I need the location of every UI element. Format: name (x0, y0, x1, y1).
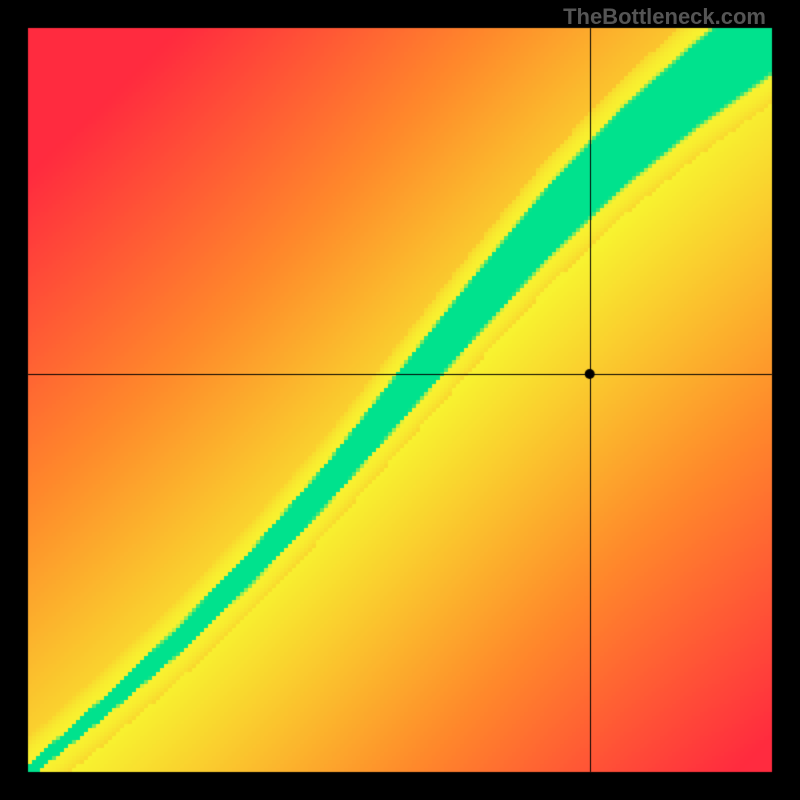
chart-container: TheBottleneck.com (0, 0, 800, 800)
bottleneck-heatmap-canvas (0, 0, 800, 800)
